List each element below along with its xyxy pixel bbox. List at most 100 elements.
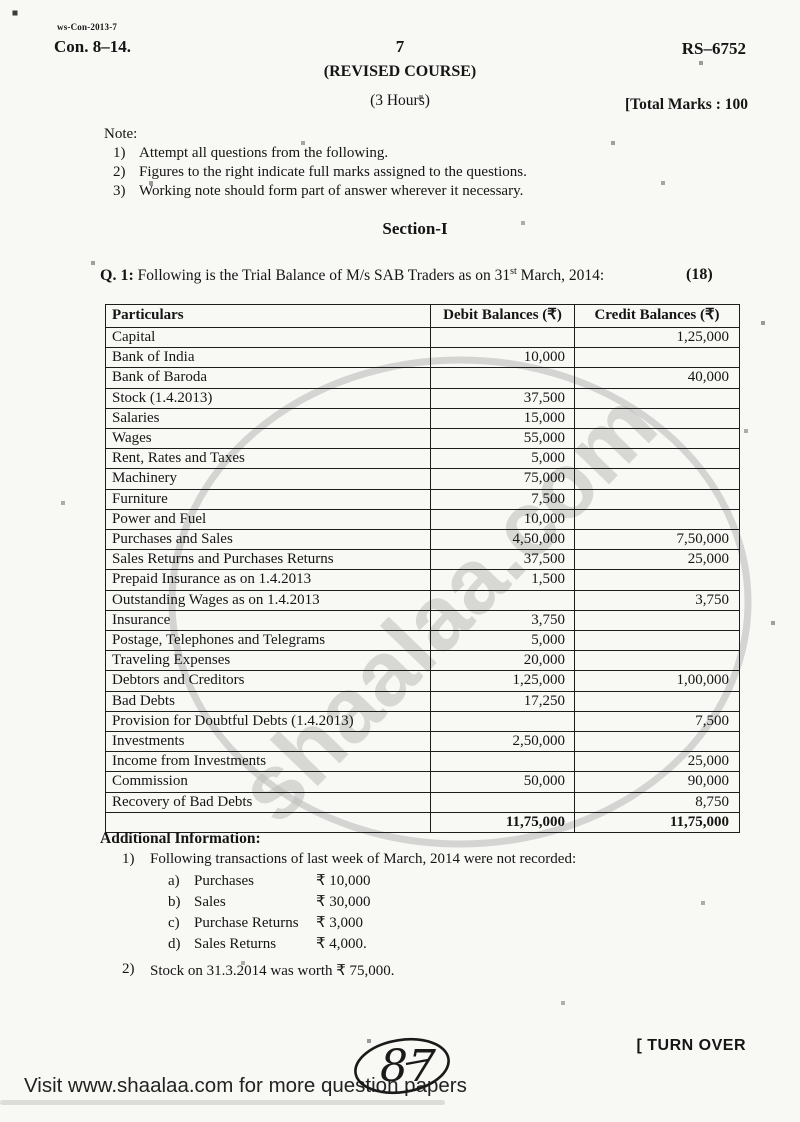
cell-credit xyxy=(574,690,740,712)
question-label: Q. 1: xyxy=(100,267,134,285)
cell-debit: 20,000 xyxy=(430,650,575,672)
cell-credit: 8,750 xyxy=(574,791,740,813)
cell-credit: 1,00,000 xyxy=(574,670,740,692)
cell-particulars: Investments xyxy=(105,731,431,753)
table-row: Bad Debts 17,250 xyxy=(105,690,740,712)
cell-credit xyxy=(574,569,740,591)
cell-particulars: Postage, Telephones and Telegrams xyxy=(105,630,431,652)
cell-debit: 1,500 xyxy=(430,569,575,591)
table-row: Purchases and Sales 4,50,000 7,50,000 xyxy=(105,529,740,551)
cell-debit: 37,500 xyxy=(430,549,575,571)
additional-info-title: Additional Information: xyxy=(100,830,261,847)
cell-total-credit: 11,75,000 xyxy=(574,811,740,834)
table-row: Postage, Telephones and Telegrams 5,000 xyxy=(105,630,740,652)
transaction-row: a) Purchases ₹ 10,000 xyxy=(168,873,371,889)
cell-debit xyxy=(430,367,575,389)
table-row: Commission 50,000 90,000 xyxy=(105,771,740,793)
table-row: Traveling Expenses 20,000 xyxy=(105,650,740,672)
table-header-row: Particulars Debit Balances (₹) Credit Ba… xyxy=(105,304,740,328)
note-item: 2) Figures to the right indicate full ma… xyxy=(113,164,527,180)
handwritten-number: 87 xyxy=(380,1041,436,1092)
exam-duration: (3 Hours) xyxy=(370,92,430,109)
cell-particulars: Wages xyxy=(105,428,431,450)
table-row: Stock (1.4.2013) 37,500 xyxy=(105,387,740,409)
transaction-row: d) Sales Returns ₹ 4,000. xyxy=(168,936,367,952)
cell-credit: 25,000 xyxy=(574,751,740,773)
col-header-particulars: Particulars xyxy=(105,304,431,328)
col-header-credit: Credit Balances (₹) xyxy=(574,304,740,328)
cell-debit xyxy=(430,710,575,733)
cell-particulars: Power and Fuel xyxy=(105,508,431,531)
cell-credit: 40,000 xyxy=(574,367,740,389)
question-line: Q. 1: Following is the Trial Balance of … xyxy=(100,266,700,285)
question-text: Following is the Trial Balance of M/s SA… xyxy=(133,267,511,285)
cell-debit xyxy=(430,751,575,773)
cell-particulars: Insurance xyxy=(105,609,431,632)
table-row: Prepaid Insurance as on 1.4.2013 1,500 xyxy=(105,569,740,591)
cell-credit: 7,500 xyxy=(574,710,740,733)
note-label: Note: xyxy=(104,126,138,142)
cell-particulars: Recovery of Bad Debts xyxy=(105,791,431,813)
cell-credit xyxy=(574,650,740,672)
cell-debit: 75,000 xyxy=(430,468,575,490)
cell-particulars: Stock (1.4.2013) xyxy=(105,387,431,409)
cell-debit: 10,000 xyxy=(430,347,575,369)
cell-credit xyxy=(574,488,740,510)
col-header-debit: Debit Balances (₹) xyxy=(430,304,575,328)
cell-credit xyxy=(574,407,740,430)
scan-streak xyxy=(0,1100,445,1105)
cell-credit xyxy=(574,468,740,490)
cell-particulars: Prepaid Insurance as on 1.4.2013 xyxy=(105,569,431,591)
table-row: Bank of India 10,000 xyxy=(105,347,740,369)
cell-debit: 50,000 xyxy=(430,771,575,793)
cell-debit: 37,500 xyxy=(430,387,575,409)
table-row: Investments 2,50,000 xyxy=(105,731,740,753)
cell-credit: 7,50,000 xyxy=(574,529,740,551)
cell-debit: 2,50,000 xyxy=(430,731,575,753)
cell-particulars: Traveling Expenses xyxy=(105,650,431,672)
con-number: Con. 8–14. xyxy=(54,37,131,56)
cell-credit xyxy=(574,508,740,531)
table-row: Power and Fuel 10,000 xyxy=(105,508,740,531)
cell-credit: 25,000 xyxy=(574,549,740,571)
cell-credit xyxy=(574,448,740,470)
cell-credit: 1,25,000 xyxy=(574,326,740,349)
item-number: 2) xyxy=(122,961,135,977)
cell-debit: 17,250 xyxy=(430,690,575,712)
scan-code: ws-Con-2013-7 xyxy=(57,22,118,32)
cell-particulars: Furniture xyxy=(105,488,431,510)
table-row: Salaries 15,000 xyxy=(105,407,740,430)
table-row: Furniture 7,500 xyxy=(105,488,740,510)
table-row: Debtors and Creditors 1,25,000 1,00,000 xyxy=(105,670,740,692)
item-text: Following transactions of last week of M… xyxy=(150,851,577,867)
transaction-row: b) Sales ₹ 30,000 xyxy=(168,894,371,910)
cell-credit: 3,750 xyxy=(574,589,740,611)
question-superscript: st xyxy=(510,266,517,277)
cell-credit xyxy=(574,347,740,369)
course-title: (REVISED COURSE) xyxy=(323,63,477,80)
cell-particulars: Bad Debts xyxy=(105,690,431,712)
cell-total-debit: 11,75,000 xyxy=(430,811,575,834)
cell-particulars: Provision for Doubtful Debts (1.4.2013) xyxy=(105,710,431,733)
table-row: Provision for Doubtful Debts (1.4.2013) … xyxy=(105,710,740,733)
cell-particulars: Debtors and Creditors xyxy=(105,670,431,692)
additional-info-item-2: 2) Stock on 31.3.2014 was worth ₹ 75,000… xyxy=(122,961,742,980)
question-marks: (18) xyxy=(686,266,713,283)
note-list: 1) Attempt all questions from the follow… xyxy=(113,144,713,201)
trial-balance-table: Particulars Debit Balances (₹) Credit Ba… xyxy=(105,304,740,834)
cell-debit: 7,500 xyxy=(430,488,575,510)
cell-particulars: Income from Investments xyxy=(105,751,431,773)
cell-particulars: Sales Returns and Purchases Returns xyxy=(105,549,431,571)
cell-debit xyxy=(430,791,575,813)
cell-credit xyxy=(574,387,740,409)
table-row: Recovery of Bad Debts 8,750 xyxy=(105,791,740,813)
cell-debit: 10,000 xyxy=(430,508,575,531)
table-row: Income from Investments 25,000 xyxy=(105,751,740,773)
item-text: Stock on 31.3.2014 was worth ₹ 75,000. xyxy=(150,963,395,979)
additional-info-item-1: 1) Following transactions of last week o… xyxy=(122,851,742,868)
table-row: Sales Returns and Purchases Returns 37,5… xyxy=(105,549,740,571)
cell-debit: 4,50,000 xyxy=(430,529,575,551)
cell-debit xyxy=(430,589,575,611)
cell-debit: 15,000 xyxy=(430,407,575,430)
